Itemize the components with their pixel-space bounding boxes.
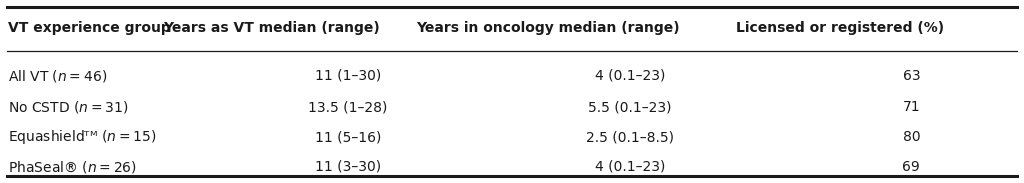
Text: 2.5 (0.1–8.5): 2.5 (0.1–8.5)	[586, 130, 674, 144]
Text: PhaSeal® ($\mathit{n}$ = 26): PhaSeal® ($\mathit{n}$ = 26)	[8, 158, 137, 175]
Text: 11 (1–30): 11 (1–30)	[315, 69, 381, 83]
Text: 13.5 (1–28): 13.5 (1–28)	[308, 100, 388, 114]
Text: Years in oncology median (range): Years in oncology median (range)	[416, 21, 680, 35]
Text: 63: 63	[902, 69, 921, 83]
Text: Equashieldᵀᴹ ($\mathit{n}$ = 15): Equashieldᵀᴹ ($\mathit{n}$ = 15)	[8, 128, 157, 146]
Text: All VT ($\mathit{n}$ = 46): All VT ($\mathit{n}$ = 46)	[8, 68, 108, 84]
Text: 4 (0.1–23): 4 (0.1–23)	[595, 160, 665, 173]
Text: VT experience group: VT experience group	[8, 21, 171, 35]
Text: 4 (0.1–23): 4 (0.1–23)	[595, 69, 665, 83]
Text: 5.5 (0.1–23): 5.5 (0.1–23)	[588, 100, 672, 114]
Text: 80: 80	[902, 130, 921, 144]
Text: 11 (3–30): 11 (3–30)	[315, 160, 381, 173]
Text: Licensed or registered (%): Licensed or registered (%)	[735, 21, 944, 35]
Text: Years as VT median (range): Years as VT median (range)	[163, 21, 380, 35]
Text: No CSTD ($\mathit{n}$ = 31): No CSTD ($\mathit{n}$ = 31)	[8, 99, 129, 115]
Text: 71: 71	[902, 100, 921, 114]
Text: 69: 69	[902, 160, 921, 173]
Text: 11 (5–16): 11 (5–16)	[315, 130, 381, 144]
